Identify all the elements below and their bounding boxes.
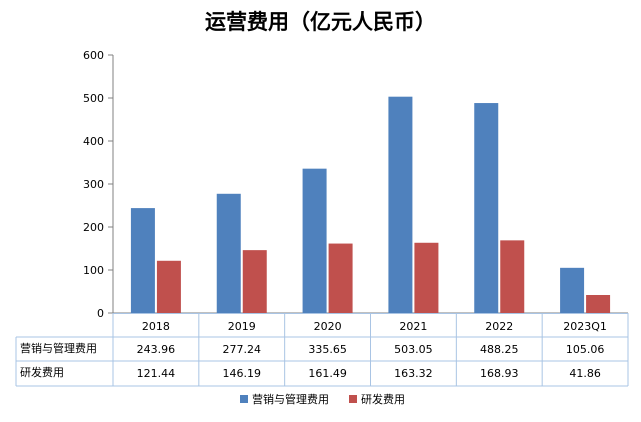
table-row-header: 研发费用 xyxy=(20,365,64,379)
table-row-header: 营销与管理费用 xyxy=(20,341,97,355)
table-cell-value: 243.96 xyxy=(137,343,176,356)
y-tick-label: 100 xyxy=(83,264,104,277)
bar-marketing-2018 xyxy=(130,208,155,313)
bar-marketing-2023Q1 xyxy=(560,267,585,313)
category-label: 2018 xyxy=(142,320,170,333)
table-cell-value: 277.24 xyxy=(223,343,262,356)
y-tick-label: 600 xyxy=(83,49,104,62)
bar-marketing-2022 xyxy=(474,103,499,314)
category-label: 2020 xyxy=(314,320,342,333)
legend-label: 营销与管理费用 xyxy=(252,392,329,406)
table-cell-value: 163.32 xyxy=(394,367,433,380)
legend-label: 研发费用 xyxy=(361,392,405,406)
y-tick-label: 300 xyxy=(83,178,104,191)
table-cell-value: 335.65 xyxy=(308,343,347,356)
category-label: 2021 xyxy=(399,320,427,333)
legend-swatch xyxy=(349,395,357,403)
y-tick-label: 0 xyxy=(97,307,104,320)
bars xyxy=(130,96,611,314)
category-label: 2023Q1 xyxy=(563,320,607,333)
bar-rnd-2020 xyxy=(328,243,353,313)
bar-rnd-2023Q1 xyxy=(586,295,611,313)
y-tick-label: 500 xyxy=(83,92,104,105)
category-label: 2019 xyxy=(228,320,256,333)
chart-title: 运营费用（亿元人民币） xyxy=(205,9,436,34)
y-tick-label: 400 xyxy=(83,135,104,148)
bar-rnd-2018 xyxy=(156,260,181,313)
data-table: 2018 2019 2020 2021 2022 2023Q1 营销与管理费用 243.96 2… xyxy=(15,313,629,387)
table-cell-value: 105.06 xyxy=(566,343,605,356)
table-cell-value: 41.86 xyxy=(569,367,601,380)
table-cell-value: 488.25 xyxy=(480,343,519,356)
bar-marketing-2021 xyxy=(388,96,413,313)
table-cell-value: 168.93 xyxy=(480,367,519,380)
table-cell-value: 503.05 xyxy=(394,343,433,356)
bar-marketing-2019 xyxy=(216,193,241,313)
legend: 营销与管理费用 研发费用 xyxy=(240,392,405,406)
bar-rnd-2022 xyxy=(500,240,525,313)
legend-swatch xyxy=(240,395,248,403)
category-label: 2022 xyxy=(485,320,513,333)
table-cell-value: 146.19 xyxy=(223,367,262,380)
bar-rnd-2021 xyxy=(414,242,439,313)
bar-marketing-2020 xyxy=(302,168,327,313)
table-cell-value: 161.49 xyxy=(308,367,347,380)
table-cell-value: 121.44 xyxy=(137,367,176,380)
y-tick-label: 200 xyxy=(83,221,104,234)
bar-rnd-2019 xyxy=(242,250,267,313)
